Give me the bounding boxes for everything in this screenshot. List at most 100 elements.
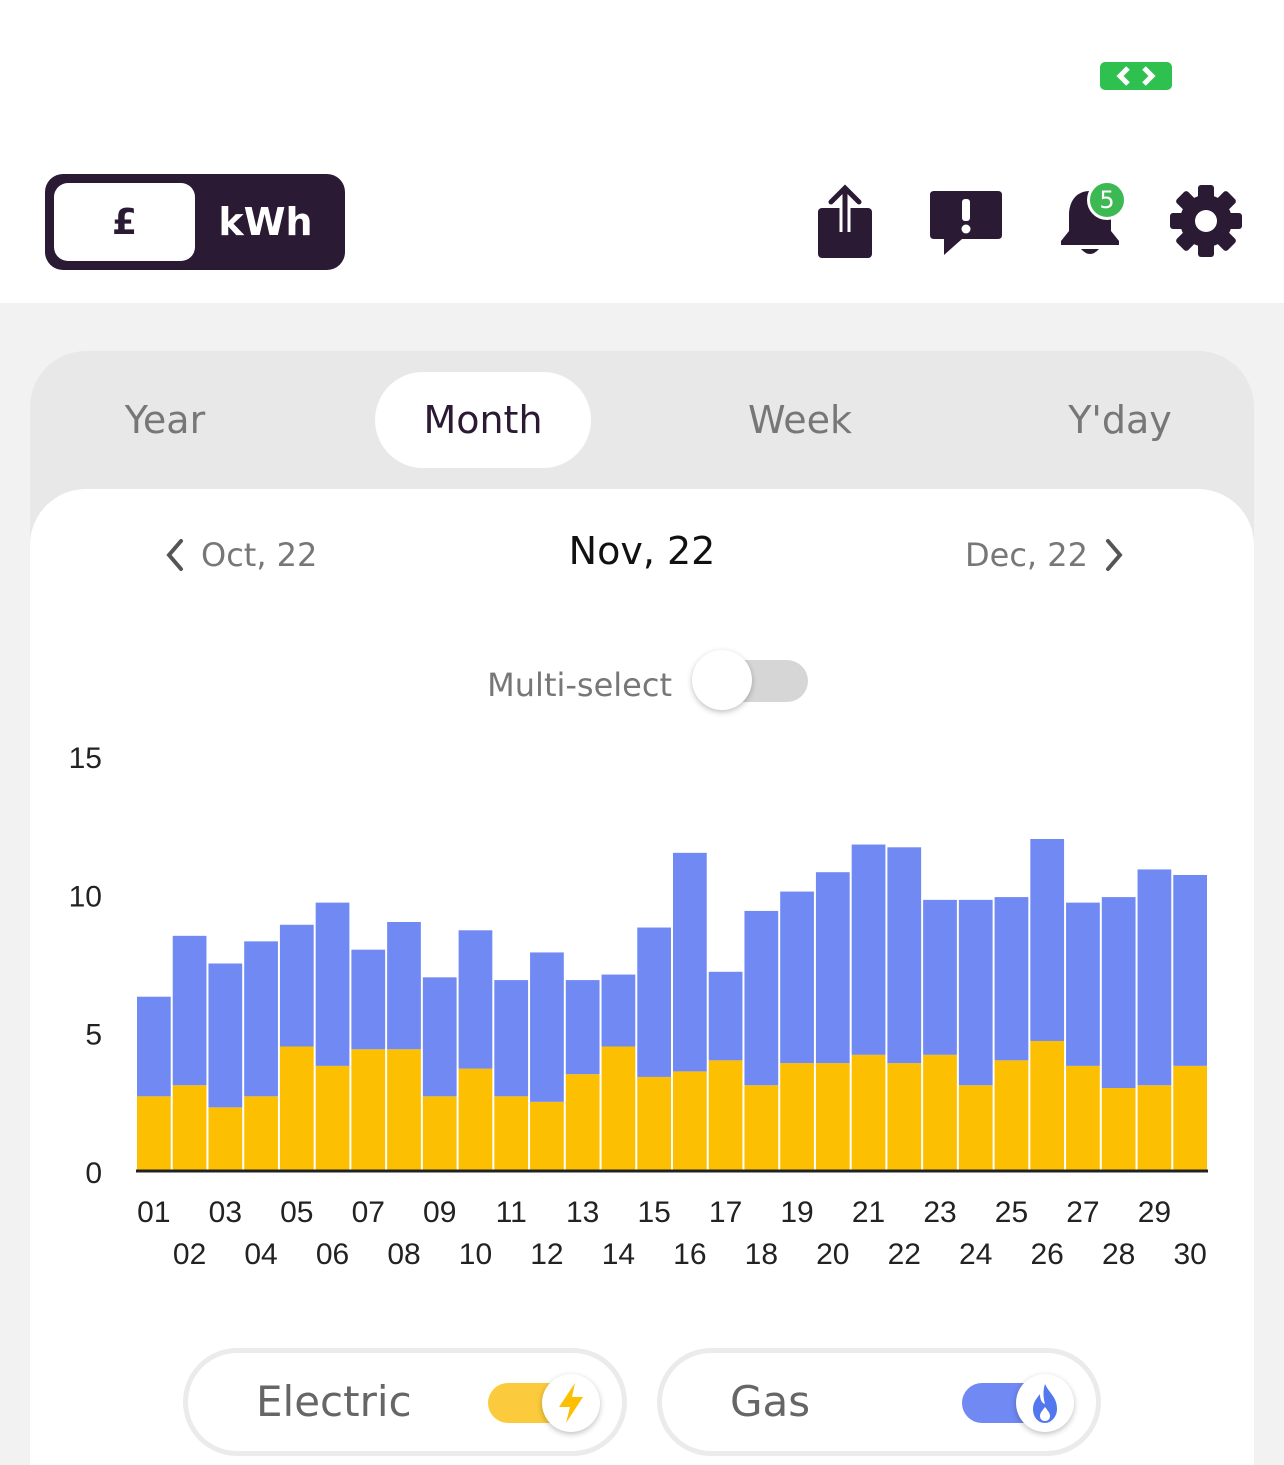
multi-select-label: Multi-select	[487, 666, 672, 704]
flame-icon	[1033, 1384, 1057, 1423]
bar-gas[interactable]	[279, 924, 314, 1047]
bar-gas[interactable]	[637, 927, 671, 1077]
bar-electric[interactable]	[637, 1076, 671, 1171]
x-tick-label: 22	[888, 1238, 921, 1271]
bar-electric[interactable]	[458, 1068, 493, 1171]
x-tick-label: 19	[780, 1196, 813, 1229]
bar-electric[interactable]	[1137, 1085, 1172, 1171]
x-tick-label: 02	[173, 1238, 206, 1271]
bar-electric[interactable]	[601, 1046, 636, 1172]
bar-electric[interactable]	[137, 1096, 171, 1171]
gas-filter[interactable]: Gas	[657, 1348, 1101, 1456]
bar-gas[interactable]	[422, 977, 457, 1097]
x-tick-label: 15	[637, 1196, 670, 1229]
bar-gas[interactable]	[315, 902, 350, 1066]
bar-gas[interactable]	[851, 844, 886, 1055]
bar-gas[interactable]	[780, 891, 814, 1064]
bar-gas[interactable]	[1101, 897, 1136, 1088]
tab-yesterday[interactable]: Y'day	[1068, 398, 1172, 442]
electric-toggle-knob[interactable]	[542, 1374, 600, 1432]
bar-gas[interactable]	[351, 949, 386, 1050]
bar-electric[interactable]	[315, 1065, 350, 1171]
bar-electric[interactable]	[244, 1096, 278, 1171]
gas-toggle-knob[interactable]	[1016, 1374, 1074, 1432]
bar-gas[interactable]	[1030, 839, 1065, 1041]
bar-gas[interactable]	[458, 930, 493, 1069]
share-icon[interactable]	[812, 182, 878, 262]
next-period-button[interactable]: Dec, 22	[965, 528, 1126, 582]
bar-electric[interactable]	[565, 1074, 600, 1171]
bar-electric[interactable]	[673, 1071, 707, 1171]
bar-electric[interactable]	[1173, 1065, 1207, 1171]
usage-bar-chart: 0510150102030405060708091011121314151617…	[69, 742, 1208, 1271]
bar-gas[interactable]	[1066, 902, 1100, 1066]
unit-pound-button[interactable]: £	[54, 183, 195, 261]
bar-gas[interactable]	[887, 847, 922, 1064]
bar-gas[interactable]	[137, 996, 171, 1097]
bar-electric[interactable]	[780, 1063, 814, 1171]
x-tick-label: 09	[423, 1196, 456, 1229]
bar-gas[interactable]	[1137, 869, 1172, 1086]
bar-electric[interactable]	[1030, 1040, 1065, 1171]
bar-gas[interactable]	[601, 974, 636, 1047]
y-tick-label: 5	[85, 1019, 102, 1052]
bar-gas[interactable]	[744, 910, 779, 1086]
x-tick-label: 03	[209, 1196, 242, 1229]
tab-year[interactable]: Year	[124, 398, 206, 442]
bar-gas[interactable]	[387, 922, 421, 1050]
bar-electric[interactable]	[851, 1054, 886, 1171]
bar-electric[interactable]	[887, 1063, 922, 1171]
bar-gas[interactable]	[815, 872, 850, 1064]
gas-filter-label: Gas	[730, 1377, 811, 1426]
bar-electric[interactable]	[994, 1060, 1029, 1171]
bar-electric[interactable]	[351, 1049, 386, 1171]
electric-filter-label: Electric	[256, 1377, 412, 1426]
bar-gas[interactable]	[1173, 874, 1207, 1066]
bar-electric[interactable]	[172, 1085, 207, 1171]
bar-gas[interactable]	[244, 941, 278, 1097]
bar-electric[interactable]	[279, 1046, 314, 1172]
bar-gas[interactable]	[565, 980, 600, 1075]
bar-electric[interactable]	[923, 1054, 957, 1171]
bar-gas[interactable]	[958, 899, 993, 1086]
bar-electric[interactable]	[1066, 1065, 1100, 1171]
unit-kwh-button[interactable]: kWh	[218, 200, 313, 244]
bar-gas[interactable]	[172, 935, 207, 1086]
bar-gas[interactable]	[923, 899, 957, 1055]
prev-period-button[interactable]: Oct, 22	[163, 528, 317, 582]
x-tick-label: 27	[1066, 1196, 1099, 1229]
x-tick-label: 18	[745, 1238, 778, 1271]
bar-gas[interactable]	[208, 963, 243, 1108]
tab-month[interactable]: Month	[375, 372, 591, 468]
x-tick-label: 20	[816, 1238, 849, 1271]
bar-electric[interactable]	[494, 1096, 529, 1171]
bar-electric[interactable]	[958, 1085, 993, 1171]
bar-gas[interactable]	[994, 897, 1029, 1061]
x-tick-label: 12	[530, 1238, 563, 1271]
bar-electric[interactable]	[422, 1096, 457, 1171]
bar-gas[interactable]	[530, 952, 564, 1102]
electric-filter[interactable]: Electric	[183, 1348, 627, 1456]
tab-week[interactable]: Week	[747, 398, 853, 442]
chevron-right-icon	[1105, 539, 1123, 571]
prev-period-label: Oct, 22	[201, 536, 318, 574]
bar-gas[interactable]	[708, 971, 743, 1061]
bar-gas[interactable]	[494, 980, 529, 1097]
x-tick-label: 21	[852, 1196, 885, 1229]
bar-electric[interactable]	[744, 1085, 779, 1171]
bar-electric[interactable]	[387, 1049, 421, 1171]
bar-electric[interactable]	[530, 1101, 564, 1171]
bar-electric[interactable]	[708, 1060, 743, 1171]
gear-icon[interactable]	[1168, 183, 1244, 259]
unit-toggle[interactable]: £ kWh	[45, 174, 345, 270]
bar-electric[interactable]	[208, 1107, 243, 1171]
x-tick-label: 24	[959, 1238, 992, 1271]
bar-electric[interactable]	[1101, 1088, 1136, 1171]
multi-select-knob[interactable]	[692, 650, 752, 710]
x-tick-label: 25	[995, 1196, 1028, 1229]
bar-gas[interactable]	[673, 852, 707, 1072]
bar-electric[interactable]	[815, 1063, 850, 1171]
lightning-icon	[559, 1383, 583, 1423]
x-tick-label: 06	[316, 1238, 349, 1271]
feedback-icon[interactable]	[928, 187, 1004, 259]
